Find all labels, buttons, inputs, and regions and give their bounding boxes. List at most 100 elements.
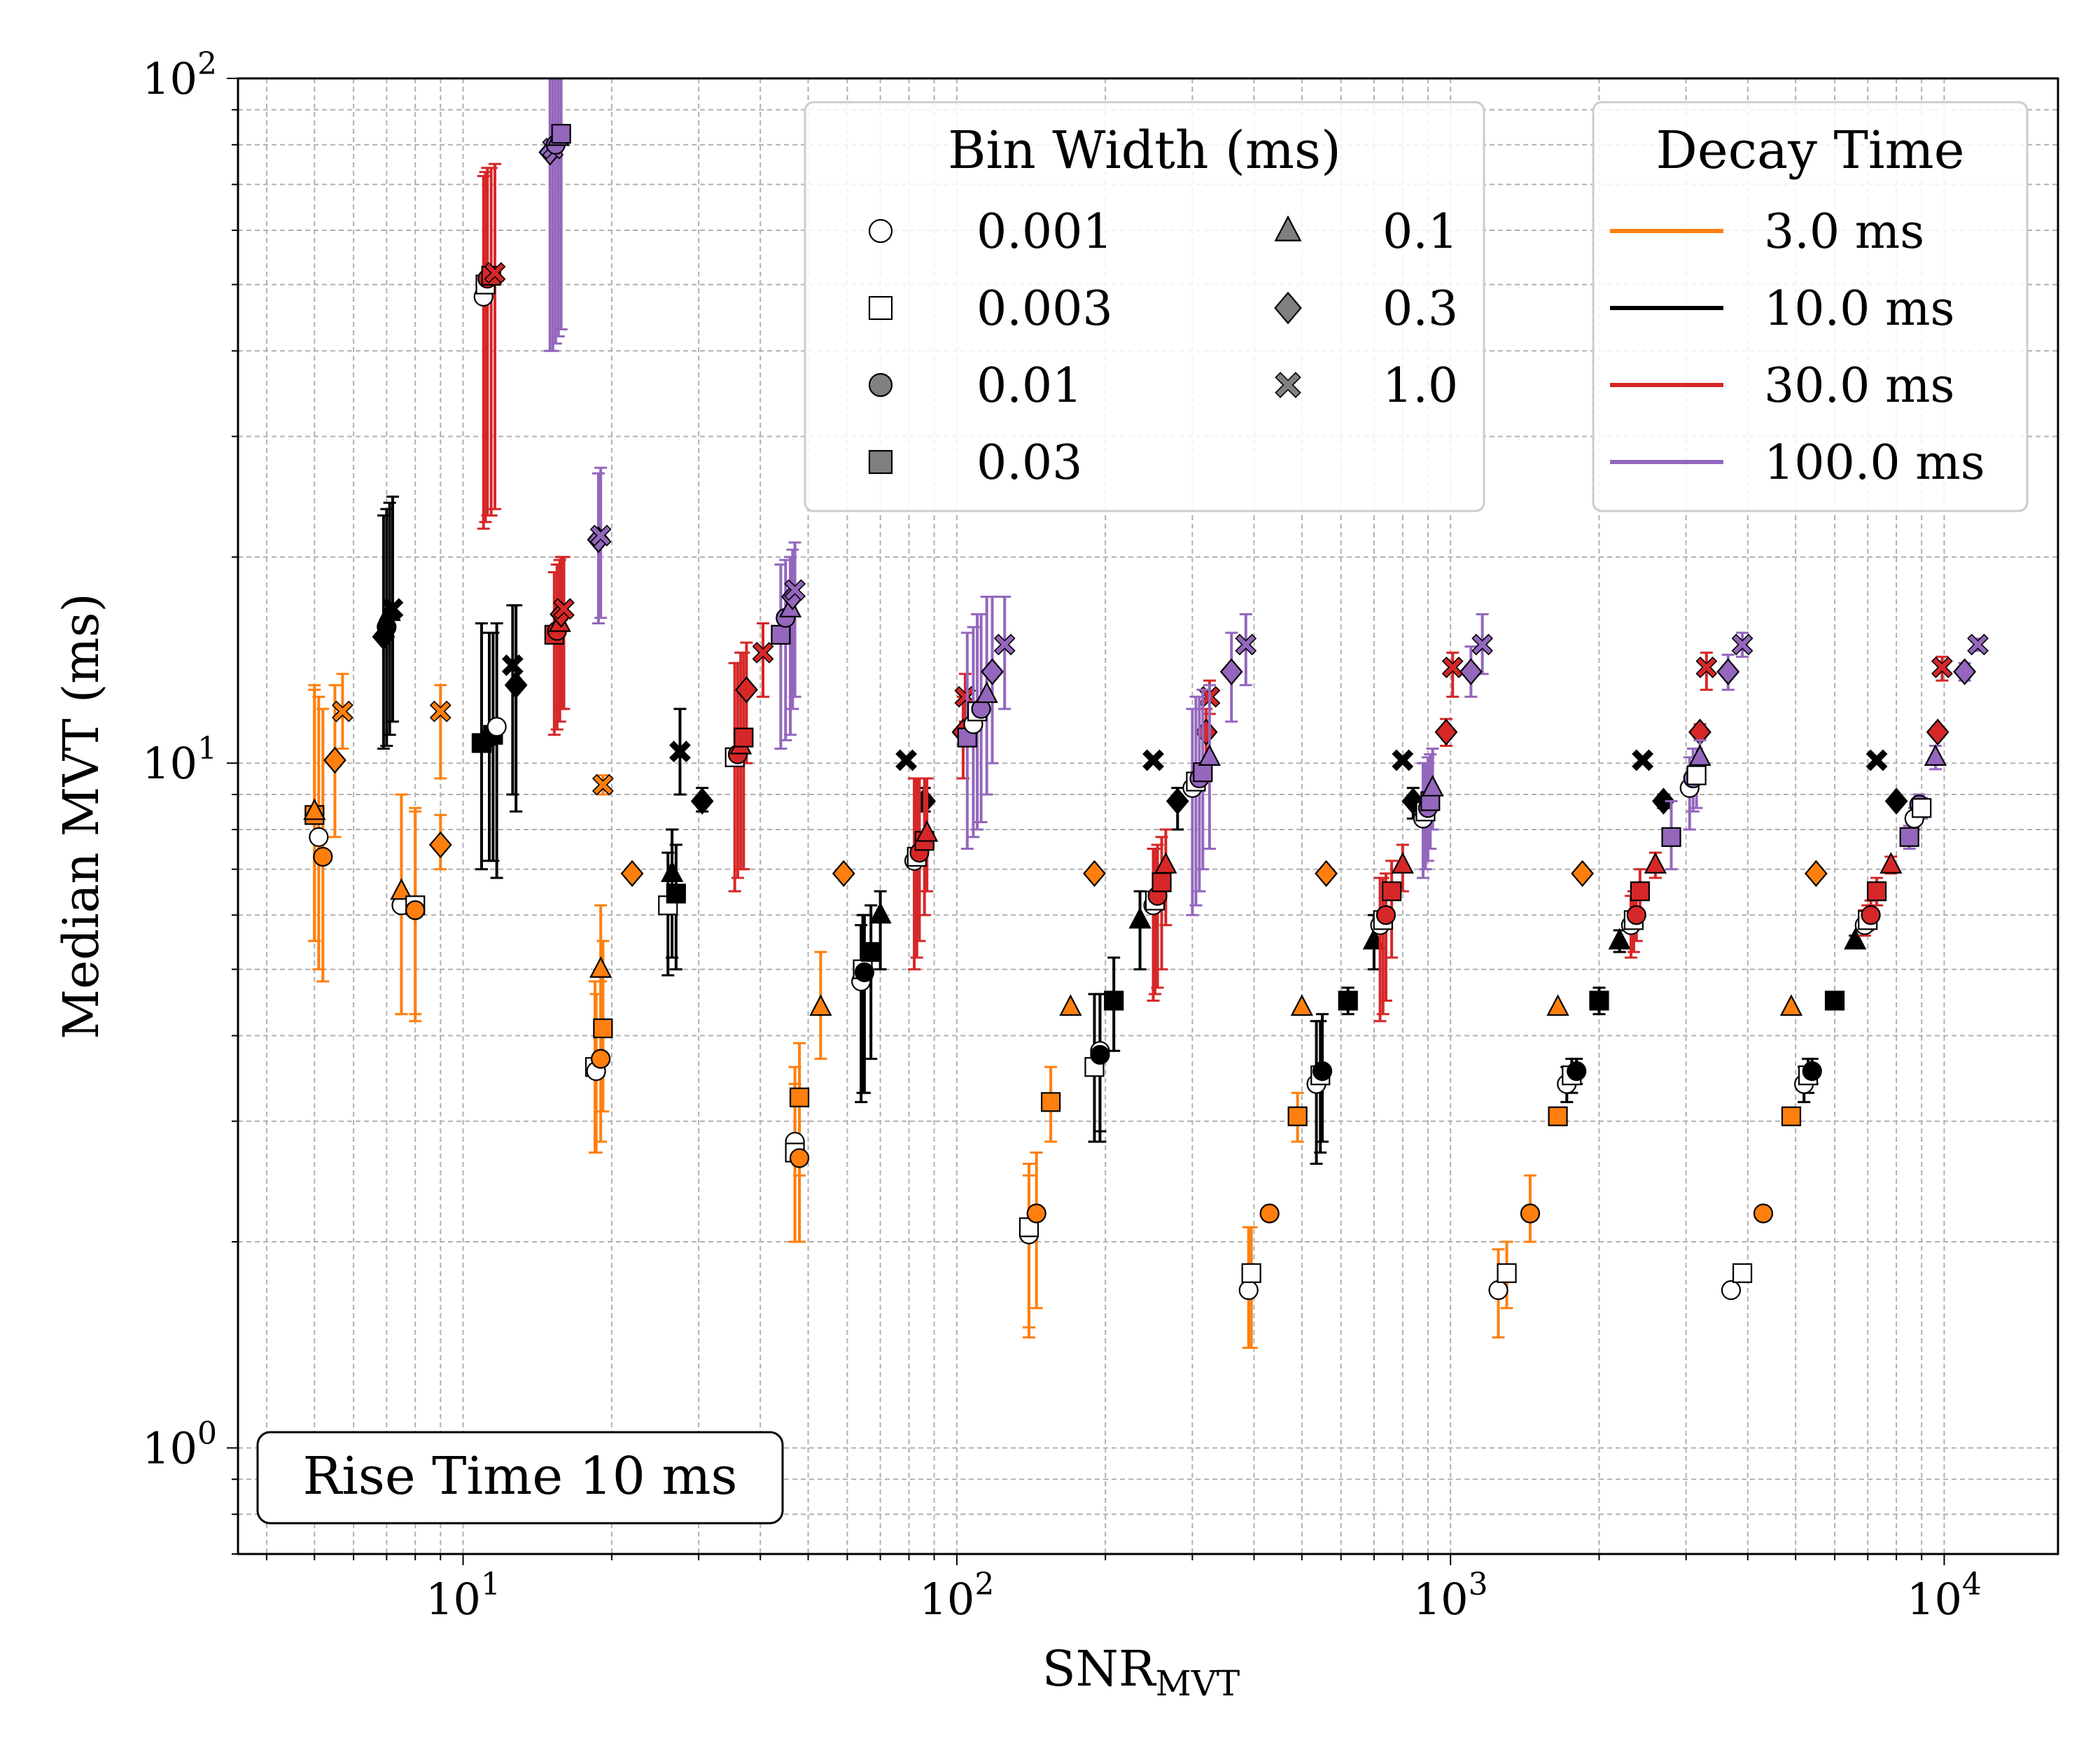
data-point-square	[1899, 827, 1919, 847]
legend-decay-time-entries: 3.0 ms 10.0 ms 30.0 ms 100.0 ms	[1610, 204, 1985, 491]
x-tick-label: 101	[426, 1567, 500, 1625]
rise-time-annotation: Rise Time 10 ms	[256, 1431, 784, 1525]
data-point-triangle	[916, 820, 939, 842]
data-point-x	[784, 579, 806, 601]
data-point-triangle	[809, 994, 832, 1016]
y-tick-exponent: 1	[197, 731, 217, 766]
data-point-square	[1193, 762, 1213, 783]
data-point-triangle	[1391, 852, 1414, 874]
data-point-x	[1967, 634, 1989, 656]
data-point-x	[553, 598, 575, 620]
legend-bin-width-box	[804, 101, 1485, 512]
x-axis-title: SNRMVT	[1042, 1640, 1240, 1704]
data-point-diamond	[620, 860, 644, 888]
data-point-triangle	[975, 681, 998, 704]
series-100-0-msgroup	[538, 77, 1989, 916]
data-point-diamond	[832, 860, 855, 888]
data-point-triangle	[1290, 994, 1313, 1016]
annotation-box	[256, 1431, 784, 1525]
data-point-x	[429, 700, 451, 722]
data-point-diamond	[1083, 860, 1106, 888]
data-point-square	[861, 941, 881, 962]
data-point-square	[789, 1087, 810, 1107]
legend-decay-time-label: 100.0 ms	[1764, 435, 1985, 491]
data-point-square	[1661, 827, 1681, 847]
legend-marker-circle	[868, 372, 893, 398]
data-point-diamond	[1315, 860, 1338, 888]
legend-bin-width-label: 0.003	[976, 281, 1113, 337]
data-point-x	[1931, 656, 1953, 678]
data-point-square	[666, 883, 686, 904]
data-point-triangle	[1059, 994, 1082, 1016]
data-point-x	[1392, 749, 1414, 771]
data-point-triangle	[660, 860, 684, 883]
legend-bin-width-label: 1.0	[1382, 358, 1458, 414]
data-point-triangle	[869, 902, 892, 924]
data-point-square-open	[1732, 1263, 1753, 1283]
legend-decay-time-title: Decay Time	[1656, 120, 1964, 181]
data-point-x	[331, 700, 354, 722]
data-point-diamond	[1716, 658, 1740, 685]
data-point-circle-open	[486, 717, 507, 737]
data-point-square	[1338, 990, 1358, 1011]
data-point-square	[1382, 881, 1402, 902]
data-point-x	[1865, 749, 1888, 771]
data-point-square	[1152, 872, 1172, 892]
legend-bin-width-label: 0.01	[976, 358, 1082, 414]
plot-area	[303, 77, 1989, 1350]
data-point-circle	[1376, 905, 1396, 925]
data-point-circle	[313, 846, 333, 867]
legend-bin-width-entries: 0.001 0.003 0.01 0.03 0.1 0.3 1.0	[868, 204, 1458, 491]
data-point-diamond	[1926, 718, 1949, 746]
legend-bin-width-title: Bin Width (ms)	[948, 120, 1341, 181]
data-point-square	[1866, 881, 1887, 902]
data-point-triangle	[589, 956, 612, 978]
data-point-triangle	[1546, 994, 1569, 1016]
data-point-circle	[789, 1148, 810, 1168]
legend-bin-width-label: 0.03	[976, 435, 1082, 491]
data-point-square	[593, 1018, 613, 1039]
data-point-circle	[405, 900, 426, 920]
data-point-x	[1441, 656, 1464, 678]
data-point-x	[668, 741, 691, 763]
data-point-square	[1824, 990, 1845, 1011]
data-point-square-open	[1497, 1263, 1517, 1283]
legend-decay-time-label: 10.0 ms	[1764, 281, 1954, 337]
data-point-circle-open	[1488, 1280, 1508, 1301]
data-point-square	[1041, 1092, 1061, 1112]
legend-bin-width-label: 0.001	[976, 204, 1113, 260]
data-point-triangle	[1154, 852, 1177, 874]
legend-decay-time-label: 3.0 ms	[1764, 204, 1924, 260]
data-point-x	[382, 598, 404, 620]
data-point-x	[993, 634, 1016, 656]
data-point-circle	[1567, 1061, 1587, 1082]
x-axis-subscript: MVT	[1156, 1663, 1240, 1704]
data-point-triangle	[303, 798, 326, 820]
data-point-square	[1287, 1106, 1308, 1126]
legend-marker-diamond	[1274, 291, 1302, 325]
data-point-square	[551, 124, 571, 144]
data-point-x	[752, 641, 774, 664]
data-point-square	[734, 727, 754, 748]
x-axis-label: SNR	[1042, 1640, 1157, 1698]
data-point-triangle	[1128, 906, 1152, 929]
legend-decay-time-label: 30.0 ms	[1764, 358, 1954, 414]
data-point-circle	[1259, 1203, 1280, 1224]
data-point-square-open	[1912, 798, 1932, 818]
data-point-square	[1630, 881, 1650, 902]
data-point-circle	[1753, 1203, 1774, 1224]
data-point-circle-open	[1238, 1280, 1259, 1301]
data-point-triangle	[1844, 927, 1867, 950]
data-point-x	[1632, 749, 1654, 771]
data-point-triangle	[1421, 775, 1444, 797]
data-point-circle	[1090, 1044, 1110, 1065]
data-point-circle	[1626, 905, 1646, 925]
x-tick-label: 102	[919, 1567, 994, 1625]
data-point-square	[771, 624, 791, 645]
y-tick-label: 100	[142, 1415, 217, 1474]
data-point-x	[1731, 634, 1754, 656]
series-3-0-msgroup	[303, 673, 1828, 1350]
data-point-square	[1104, 990, 1124, 1011]
y-tick-label: 102	[142, 46, 217, 104]
data-point-circle	[1520, 1203, 1541, 1224]
